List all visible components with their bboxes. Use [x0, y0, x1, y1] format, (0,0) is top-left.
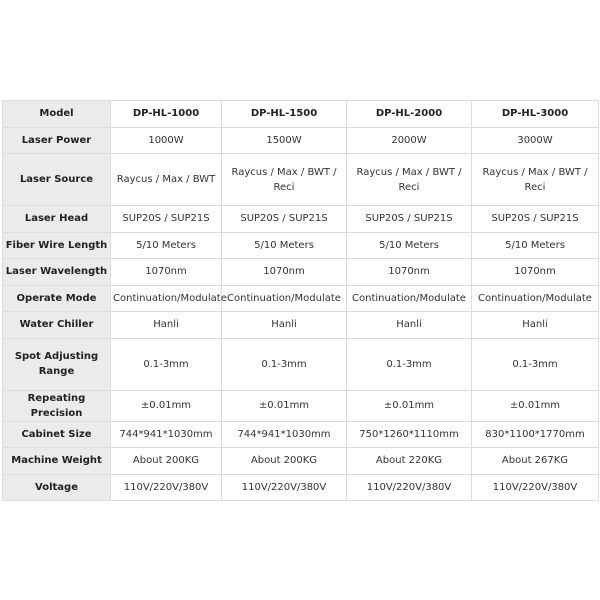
spec-value: 750*1260*1110mm: [346, 420, 472, 448]
spec-value: 0.1-3mm: [221, 337, 347, 391]
row-label: Water Chiller: [2, 311, 111, 339]
header-row: Model DP-HL-1000 DP-HL-1500 DP-HL-2000 D…: [2, 100, 599, 128]
table-row: Spot Adjusting Range 0.1-3mm 0.1-3mm 0.1-3m…: [2, 337, 599, 391]
row-label: Cabinet Size: [2, 420, 111, 448]
table-row: Laser Head SUP20S / SUP21S SUP20S / SUP21S…: [2, 205, 599, 233]
row-label: Laser Source: [2, 153, 111, 206]
spec-value: Continuation/Modulate: [221, 284, 347, 312]
model-name: DP-HL-1000: [110, 100, 222, 128]
spec-value: 744*941*1030mm: [221, 420, 347, 448]
spec-value: Continuation/Modulate: [346, 284, 472, 312]
spec-value: SUP20S / SUP21S: [110, 205, 222, 233]
spec-value: 0.1-3mm: [471, 337, 599, 391]
row-label: Laser Head: [2, 205, 111, 233]
spec-value: 1070nm: [110, 258, 222, 286]
table-row: Repeating Precision ±0.01mm ±0.01mm ±0.01mm…: [2, 389, 599, 422]
spec-value: 110V/220V/380V: [110, 473, 222, 501]
spec-value: 830*1100*1770mm: [471, 420, 599, 448]
model-name: DP-HL-1500: [221, 100, 347, 128]
spec-value: ±0.01mm: [110, 389, 222, 422]
spec-value: Raycus / Max / BWT / Reci: [471, 153, 599, 206]
spec-value: About 267KG: [471, 447, 599, 475]
spec-value: 5/10 Meters: [346, 231, 472, 259]
table-row: Laser Source Raycus / Max / BWT Raycus / M…: [2, 153, 599, 206]
spec-value: Hanli: [471, 311, 599, 339]
spec-value: 110V/220V/380V: [471, 473, 599, 501]
spec-value: Hanli: [346, 311, 472, 339]
table-row: Laser Wavelength 1070nm 1070nm 1070nm 1070nm: [2, 258, 599, 286]
spec-value: ±0.01mm: [221, 389, 347, 422]
spec-value: 0.1-3mm: [110, 337, 222, 391]
spec-value: About 220KG: [346, 447, 472, 475]
spec-value: ±0.01mm: [346, 389, 472, 422]
table-row: Cabinet Size 744*941*1030mm 744*941*1030mm…: [2, 420, 599, 448]
row-label: Laser Power: [2, 126, 111, 154]
spec-value: 5/10 Meters: [110, 231, 222, 259]
spec-value: 110V/220V/380V: [346, 473, 472, 501]
spec-value: SUP20S / SUP21S: [471, 205, 599, 233]
spec-value: 0.1-3mm: [346, 337, 472, 391]
row-label: Spot Adjusting Range: [2, 337, 111, 391]
row-label: Laser Wavelength: [2, 258, 111, 286]
spec-value: Hanli: [221, 311, 347, 339]
spec-value: Continuation/Modulate: [110, 284, 227, 312]
row-label: Fiber Wire Length: [2, 231, 111, 259]
spec-table: Model DP-HL-1000 DP-HL-1500 DP-HL-2000 D…: [2, 100, 599, 501]
spec-value: 3000W: [471, 126, 599, 154]
table-row: Operate Mode Continuation/Modulate Continu…: [2, 284, 599, 312]
spec-value: Hanli: [110, 311, 222, 339]
spec-value: SUP20S / SUP21S: [221, 205, 347, 233]
header-label: Model: [2, 100, 111, 128]
spec-value: 110V/220V/380V: [221, 473, 347, 501]
row-label: Machine Weight: [2, 447, 111, 475]
table-row: Machine Weight About 200KG About 200KG Abou…: [2, 447, 599, 475]
spec-value: 5/10 Meters: [471, 231, 599, 259]
spec-value: About 200KG: [110, 447, 222, 475]
model-name: DP-HL-3000: [471, 100, 599, 128]
spec-value: Raycus / Max / BWT / Reci: [221, 153, 347, 206]
row-label: Repeating Precision: [2, 389, 111, 422]
spec-value: 1070nm: [471, 258, 599, 286]
row-label: Operate Mode: [2, 284, 111, 312]
row-label: Voltage: [2, 473, 111, 501]
spec-value: ±0.01mm: [471, 389, 599, 422]
spec-value: 5/10 Meters: [221, 231, 347, 259]
spec-value: 2000W: [346, 126, 472, 154]
table-row: Water Chiller Hanli Hanli Hanli Hanli: [2, 311, 599, 339]
spec-value: 1500W: [221, 126, 347, 154]
spec-value: 1070nm: [221, 258, 347, 286]
table-row: Laser Power 1000W 1500W 2000W 3000W: [2, 126, 599, 154]
spec-value: Continuation/Modulate: [471, 284, 599, 312]
spec-value: 1000W: [110, 126, 222, 154]
spec-value: Raycus / Max / BWT: [110, 153, 222, 206]
spec-value: Raycus / Max / BWT / Reci: [346, 153, 472, 206]
spec-value: SUP20S / SUP21S: [346, 205, 472, 233]
spec-value: 744*941*1030mm: [110, 420, 222, 448]
table-row: Voltage 110V/220V/380V 110V/220V/380V 110V/…: [2, 473, 599, 501]
spec-value: 1070nm: [346, 258, 472, 286]
model-name: DP-HL-2000: [346, 100, 472, 128]
table-row: Fiber Wire Length 5/10 Meters 5/10 Meters 5…: [2, 231, 599, 259]
spec-value: About 200KG: [221, 447, 347, 475]
